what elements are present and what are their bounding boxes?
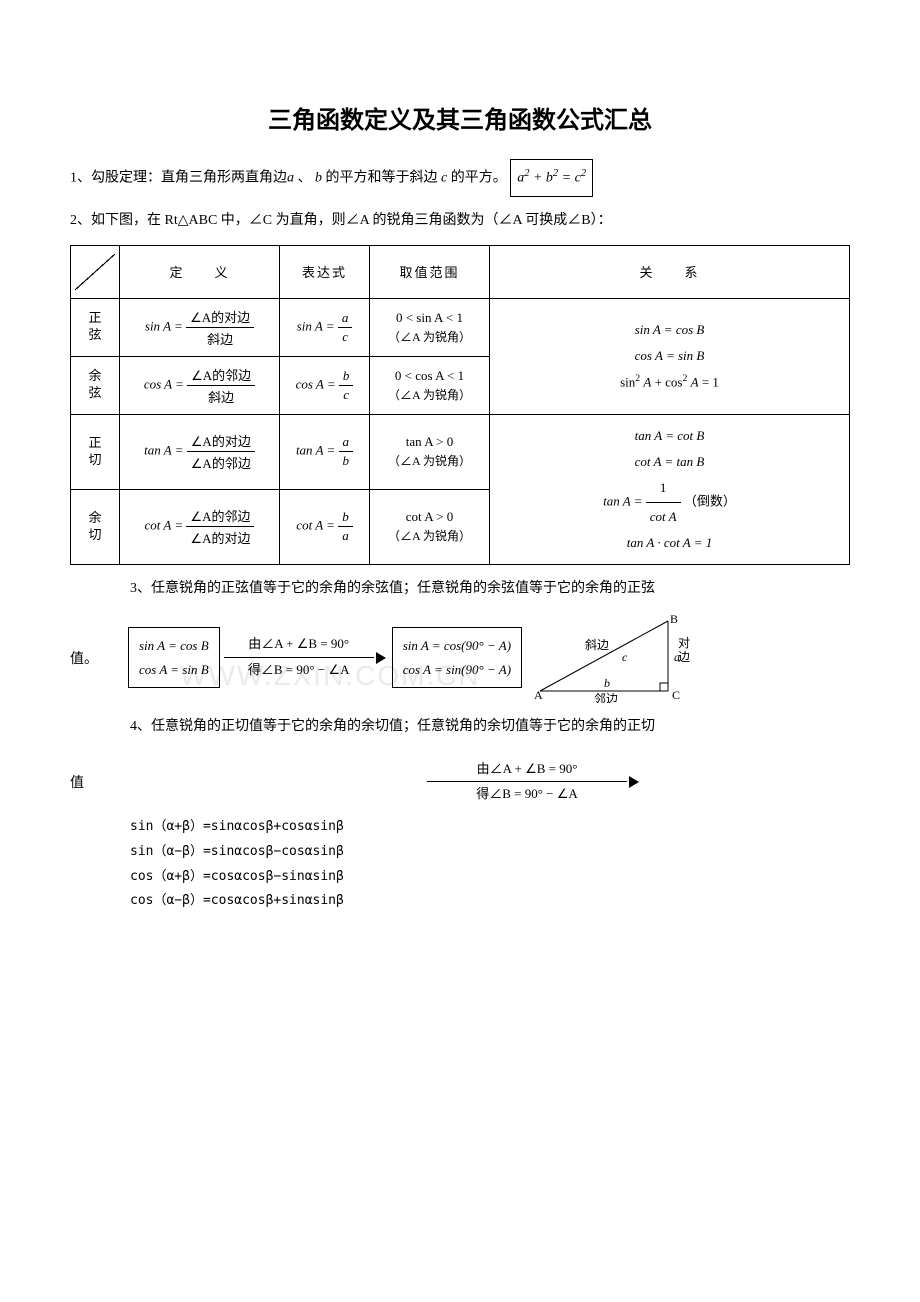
row-tan-range: tan A > 0 （∠A 为锐角） — [370, 414, 490, 489]
row-sin-name: 正弦 — [71, 298, 120, 356]
cos-add: cos（α+β）=cosαcosβ−sinαsinβ — [130, 865, 850, 890]
row-cos-range: 0 < cos A < 1 （∠A 为锐角） — [370, 356, 490, 414]
derive-arrow-1: 由∠A + ∠B = 90° 得∠B = 90° − ∠A — [224, 632, 374, 683]
page-title: 三角函数定义及其三角函数公式汇总 — [70, 100, 850, 135]
row-sin-def: sin A = ∠A的对边斜边 — [120, 298, 280, 356]
paragraph-2: 2、如下图，在 Rt△ABC 中，∠C 为直角，则∠A 的锐角三角函数为（∠A … — [70, 207, 850, 235]
svg-text:边: 边 — [678, 650, 690, 664]
p1-a: a — [287, 171, 294, 186]
th-rel: 关 系 — [490, 245, 850, 298]
svg-text:斜边: 斜边 — [585, 638, 609, 652]
rel-sincos: sin A = cos B cos A = sin B sin2 A + cos… — [490, 298, 850, 414]
svg-text:A: A — [534, 688, 543, 702]
row-cot-def: cot A = ∠A的邻边∠A的对边 — [120, 489, 280, 564]
addition-formulas: sin（α+β）=sinαcosβ+cosαsinβ sin（α−β）=sinα… — [130, 815, 850, 914]
cos-sub: cos（α−β）=cosαcosβ+sinαsinβ — [130, 889, 850, 914]
th-def: 定 义 — [120, 245, 280, 298]
paragraph-4: 4、任意锐角的正切值等于它的余角的余切值；任意锐角的余切值等于它的余角的正切 — [70, 713, 850, 741]
formula-box-1: sin A = cos B cos A = sin B — [128, 627, 220, 688]
row-tan-name: 正切 — [71, 414, 120, 489]
p1-b: b — [315, 171, 322, 186]
svg-text:B: B — [670, 613, 678, 626]
p1-mid1: 、 — [294, 171, 315, 186]
p1-mid2: 的平方和等于斜边 — [322, 171, 441, 186]
arrow-icon — [376, 652, 386, 664]
svg-text:邻边: 邻边 — [594, 692, 618, 703]
svg-text:C: C — [672, 688, 680, 702]
p1-prefix: 1、勾股定理：直角三角形两直角边 — [70, 171, 287, 186]
arrow-icon — [629, 776, 639, 788]
para4b: 值 — [70, 772, 84, 792]
row-cos-expr: cos A = bc — [280, 356, 370, 414]
rel-tancot: tan A = cot B cot A = tan B tan A = 1cot… — [490, 414, 850, 564]
sin-add: sin（α+β）=sinαcosβ+cosαsinβ — [130, 815, 850, 840]
th-range: 取值范围 — [370, 245, 490, 298]
svg-text:b: b — [604, 676, 610, 690]
row-cos-name: 余弦 — [71, 356, 120, 414]
p1-suffix: 的平方。 — [447, 171, 510, 186]
sin-sub: sin（α−β）=sinαcosβ−cosαsinβ — [130, 840, 850, 865]
diag-cell — [75, 254, 115, 290]
trig-table: 定 义 表达式 取值范围 关 系 正弦 sin A = ∠A的对边斜边 sin … — [70, 245, 850, 565]
formula-box-2: sin A = cos(90° − A) cos A = sin(90° − A… — [392, 627, 522, 688]
right-triangle-diagram: A B C 斜边 c a 对边 边 b 邻边 — [530, 613, 690, 703]
svg-text:c: c — [622, 650, 628, 664]
row-sin-expr: sin A = ac — [280, 298, 370, 356]
row-sin-range: 0 < sin A < 1 （∠A 为锐角） — [370, 298, 490, 356]
pythagoras-formula: a2 + b2 = c2 — [510, 159, 593, 197]
row-cot-expr: cot A = ba — [280, 489, 370, 564]
para3b: 值。 — [70, 648, 98, 668]
paragraph-3: 3、任意锐角的正弦值等于它的余角的余弦值；任意锐角的余弦值等于它的余角的正弦 — [70, 575, 850, 603]
derive-arrow-2: 由∠A + ∠B = 90° 得∠B = 90° − ∠A — [427, 757, 627, 808]
row-tan-def: tan A = ∠A的对边∠A的邻边 — [120, 414, 280, 489]
paragraph-1: 1、勾股定理：直角三角形两直角边a 、 b 的平方和等于斜边 c 的平方。 a2… — [70, 159, 850, 197]
row-cos-def: cos A = ∠A的邻边斜边 — [120, 356, 280, 414]
th-expr: 表达式 — [280, 245, 370, 298]
svg-text:对边: 对边 — [678, 636, 690, 650]
row-cot-name: 余切 — [71, 489, 120, 564]
row-tan-expr: tan A = ab — [280, 414, 370, 489]
row-cot-range: cot A > 0 （∠A 为锐角） — [370, 489, 490, 564]
